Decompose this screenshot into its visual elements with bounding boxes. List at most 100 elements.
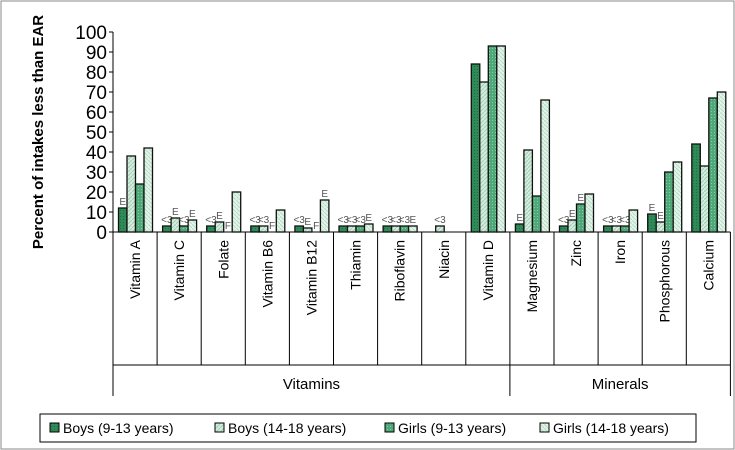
bar	[664, 171, 674, 233]
bar	[602, 225, 613, 233]
bar	[338, 225, 349, 233]
bar	[435, 225, 445, 233]
bar-flag-label: E	[172, 207, 179, 218]
bar-flag-label: E	[516, 213, 523, 224]
bar	[143, 147, 154, 233]
bar	[250, 225, 260, 233]
bar	[567, 219, 578, 233]
bar	[206, 225, 216, 233]
bar-flag-label: E	[365, 213, 372, 224]
y-tick-label: 50	[86, 123, 107, 144]
bar-flag-label: <3	[602, 215, 614, 226]
bar-flag-label: F	[269, 221, 275, 232]
bar	[178, 225, 189, 233]
bar	[346, 225, 357, 233]
y-tick-label: 20	[86, 183, 107, 204]
category-label: Vitamin B12	[303, 240, 319, 315]
y-tick-label: 70	[86, 83, 107, 104]
y-tick-label: 60	[86, 103, 107, 124]
y-axis-label: Percent of intakes less than EAR	[30, 15, 47, 249]
category-label: Riboflavin	[392, 240, 408, 301]
y-tick-label: 0	[96, 223, 107, 244]
bar	[161, 225, 172, 233]
bar	[382, 225, 393, 233]
bar	[294, 225, 305, 233]
y-tick-label: 30	[86, 163, 107, 184]
category-label: Iron	[612, 240, 628, 264]
bar	[628, 209, 639, 233]
bar-flag-label: <3	[399, 215, 411, 226]
bar	[117, 207, 128, 233]
bar	[584, 193, 595, 233]
bar	[319, 199, 330, 233]
legend-label: Girls (14-18 years)	[553, 420, 669, 436]
bar-flag-label: <3	[390, 215, 402, 226]
bar	[699, 165, 710, 233]
y-tick-label: 90	[86, 43, 107, 64]
bar-flag-label: E	[649, 203, 656, 214]
bar	[134, 183, 145, 233]
y-tick-label: 10	[86, 203, 107, 224]
category-label: Vitamin C	[171, 240, 187, 300]
bar-flag-label: <3	[338, 215, 350, 226]
category-label: Vitamin D	[480, 240, 496, 300]
bar	[611, 225, 622, 233]
bar	[619, 225, 630, 233]
category-label: Thiamin	[348, 240, 364, 290]
category-label: Folate	[215, 240, 231, 279]
y-tick-label: 100	[75, 23, 107, 44]
bar	[479, 81, 489, 233]
legend-label: Boys (14-18 years)	[228, 420, 346, 436]
bar-flag-label: <3	[434, 215, 446, 226]
bar	[302, 227, 313, 233]
bar	[407, 225, 418, 233]
bar-flag-label: <3	[293, 215, 305, 226]
bar	[214, 221, 225, 233]
bar	[647, 213, 657, 233]
y-tick-label: 40	[86, 143, 107, 164]
bar	[691, 143, 701, 233]
bar-flag-label: <3	[558, 215, 570, 226]
group-label: Vitamins	[283, 376, 340, 393]
bar-flag-label: <3	[205, 215, 217, 226]
bar	[126, 155, 137, 233]
bar	[540, 99, 551, 233]
bar	[399, 225, 410, 233]
legend-swatch	[49, 422, 60, 433]
legend-swatch	[539, 422, 550, 433]
category-label: Zinc	[568, 240, 584, 266]
category-label: Niacin	[436, 240, 452, 279]
bar-flag-label: <3	[611, 215, 623, 226]
legend	[39, 413, 697, 443]
bar-flag-label: E	[410, 215, 417, 226]
bar	[470, 63, 481, 233]
bar-flag-label: E	[569, 209, 576, 220]
bar-flag-label: E	[189, 209, 196, 220]
bar	[655, 221, 666, 233]
bar-flag-label: E	[304, 217, 311, 228]
legend-swatch	[384, 422, 395, 433]
bar	[187, 219, 198, 233]
bar-flag-label: <3	[619, 215, 631, 226]
bar-flag-label: <3	[161, 215, 173, 226]
group-label: Minerals	[592, 376, 649, 393]
category-label: Calcium	[700, 240, 716, 291]
bar-flag-label: E	[216, 211, 223, 222]
bar-flag-label: <3	[355, 215, 367, 226]
bar-flag-label: <3	[382, 215, 394, 226]
bar-flag-label: <3	[249, 215, 261, 226]
y-tick-label: 80	[86, 63, 107, 84]
bar-flag-label: E	[119, 197, 126, 208]
bar	[390, 225, 401, 233]
bar	[531, 195, 542, 233]
bar-flag-label: F	[225, 221, 231, 232]
bar	[170, 217, 181, 233]
category-label: Phosphorous	[656, 240, 672, 323]
bar-flag-label: F	[313, 221, 319, 232]
bar	[716, 91, 727, 233]
bar	[355, 225, 366, 233]
legend-label: Girls (9-13 years)	[398, 420, 506, 436]
category-label: Vitamin B6	[259, 240, 275, 308]
